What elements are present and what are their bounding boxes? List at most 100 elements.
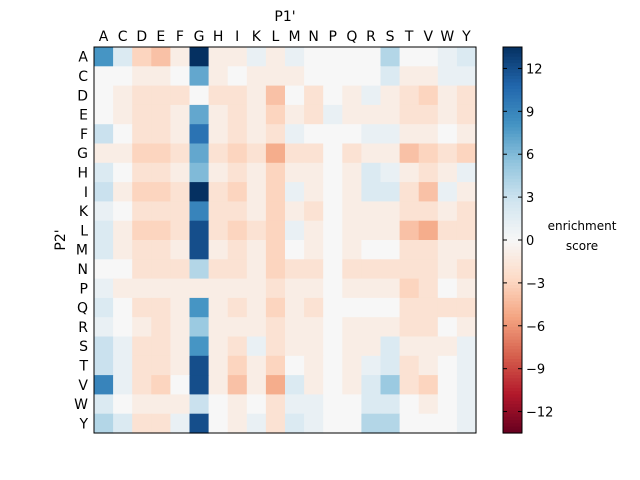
colorbar-label-line: enrichment xyxy=(548,219,617,233)
heatmap-cell-T-S xyxy=(380,355,401,376)
colorbar-segment xyxy=(503,246,522,251)
heatmap-cell-R-Q xyxy=(342,317,362,338)
heatmap-cell-C-R xyxy=(361,66,382,87)
heatmap-cell-T-H xyxy=(208,355,229,376)
heatmap-cell-R-V xyxy=(418,317,439,338)
colorbar-segment xyxy=(503,330,522,334)
heatmap-cell-D-R xyxy=(361,85,382,106)
x-tick-label: M xyxy=(289,29,301,45)
heatmap-cell-V-M xyxy=(285,375,305,395)
heatmap-cell-A-T xyxy=(399,47,420,67)
heatmap-cell-C-L xyxy=(265,66,286,87)
heatmap-cell-K-R xyxy=(361,201,382,222)
heatmap-cell-L-E xyxy=(151,220,171,241)
heatmap-cell-H-E xyxy=(151,162,171,183)
heatmap-cell-W-K xyxy=(246,394,267,415)
heatmap-cell-P-V xyxy=(418,278,439,299)
colorbar-segment xyxy=(503,294,522,299)
heatmap-cell-Y-S xyxy=(380,413,401,434)
heatmap-cell-A-K xyxy=(246,47,267,67)
colorbar-segment xyxy=(503,124,522,129)
heatmap-cell-Y-A xyxy=(94,413,114,434)
colorbar-segment xyxy=(503,362,522,367)
heatmap-cell-N-L xyxy=(265,259,286,280)
heatmap-cell-T-A xyxy=(94,355,114,376)
heatmap-cell-K-Y xyxy=(456,201,477,222)
colorbar-segment xyxy=(503,172,522,177)
heatmap-cell-C-D xyxy=(132,66,152,87)
colorbar-segment xyxy=(503,72,522,77)
colorbar-segment xyxy=(503,243,522,248)
heatmap-cell-H-V xyxy=(418,162,439,183)
heatmap-cell-T-I xyxy=(227,355,248,376)
heatmap-cell-M-H xyxy=(208,240,229,260)
heatmap-cell-M-Y xyxy=(456,240,477,260)
heatmap-cell-E-C xyxy=(113,104,133,125)
heatmap-cell-Q-D xyxy=(132,297,152,318)
colorbar-segment xyxy=(503,291,522,296)
heatmap-cell-T-N xyxy=(304,355,324,376)
heatmap-cell-K-C xyxy=(113,201,133,222)
colorbar-segment xyxy=(503,153,522,157)
heatmap-cell-P-R xyxy=(361,278,382,299)
colorbar-segment xyxy=(503,252,522,257)
x-tick-label: V xyxy=(423,29,433,45)
heatmap-cell-A-G xyxy=(189,47,210,67)
heatmap-cell-T-P xyxy=(323,355,343,376)
heatmap-cell-I-A xyxy=(94,182,114,202)
heatmap-cell-P-T xyxy=(399,278,420,299)
heatmap-cell-W-V xyxy=(418,394,439,415)
colorbar-segment xyxy=(503,185,522,190)
heatmap-cell-F-Q xyxy=(342,124,362,145)
heatmap-cell-A-H xyxy=(208,47,229,67)
colorbar-tick-label: 3 xyxy=(526,191,534,206)
heatmap-cell-H-R xyxy=(361,162,382,183)
y-tick-label: C xyxy=(78,69,88,85)
heatmap-cell-K-E xyxy=(151,201,171,222)
colorbar-segment xyxy=(503,217,522,222)
y-tick-label: Q xyxy=(77,301,88,317)
heatmap-cell-R-S xyxy=(380,317,401,338)
heatmap-cell-G-P xyxy=(323,143,343,164)
colorbar-segment xyxy=(503,56,522,61)
heatmap-cell-Q-S xyxy=(380,297,401,318)
heatmap-cell-V-N xyxy=(304,375,324,395)
heatmap-cell-I-W xyxy=(437,182,458,202)
heatmap-cell-L-Q xyxy=(342,220,362,241)
heatmap-cell-G-N xyxy=(304,143,324,164)
x-tick-label: C xyxy=(118,29,128,45)
heatmap-cell-I-D xyxy=(132,182,152,202)
heatmap-cell-P-I xyxy=(227,278,248,299)
colorbar-segment xyxy=(503,230,522,235)
heatmap-cell-E-A xyxy=(94,104,114,125)
heatmap-cell-R-L xyxy=(265,317,286,338)
colorbar-segment xyxy=(503,82,522,87)
x-tick-label: G xyxy=(194,29,205,45)
heatmap-cell-W-Y xyxy=(456,394,477,415)
colorbar-segment xyxy=(503,162,522,167)
heatmap-cell-L-L xyxy=(265,220,286,241)
colorbar-tick-label: −6 xyxy=(526,320,545,335)
heatmap-cell-V-F xyxy=(170,375,191,395)
heatmap-cell-W-I xyxy=(227,394,248,415)
heatmap-cell-G-M xyxy=(285,143,305,164)
heatmap-cell-R-W xyxy=(437,317,458,338)
heatmap-cell-F-N xyxy=(304,124,324,145)
heatmap-cell-C-Y xyxy=(456,66,477,87)
heatmap-cell-G-E xyxy=(151,143,171,164)
x-tick-label: N xyxy=(308,29,318,45)
heatmap-cell-K-H xyxy=(208,201,229,222)
heatmap-cell-E-F xyxy=(170,104,191,125)
heatmap-cell-D-C xyxy=(113,85,133,106)
heatmap-cell-W-S xyxy=(380,394,401,415)
colorbar xyxy=(502,46,523,434)
heatmap-cell-L-D xyxy=(132,220,152,241)
heatmap-cell-W-L xyxy=(265,394,286,415)
heatmap-cell-W-T xyxy=(399,394,420,415)
heatmap-cell-D-M xyxy=(285,85,305,106)
heatmap-cell-C-F xyxy=(170,66,191,87)
heatmap-cell-M-A xyxy=(94,240,114,260)
heatmap-cell-E-L xyxy=(265,104,286,125)
heatmap-cell-E-N xyxy=(304,104,324,125)
heatmap-cell-D-N xyxy=(304,85,324,106)
